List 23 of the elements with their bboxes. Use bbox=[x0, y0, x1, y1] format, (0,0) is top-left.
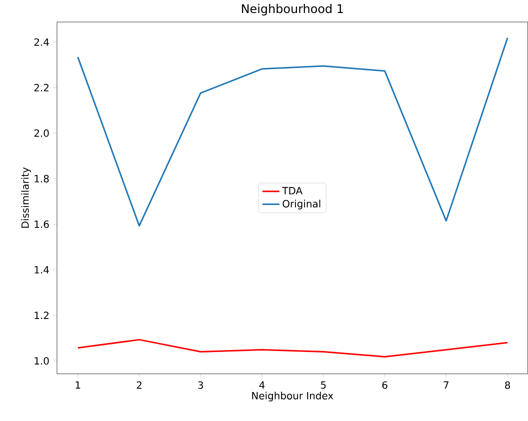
y-tick-label: 1.0 bbox=[34, 357, 49, 365]
y-tick-label: 2.2 bbox=[34, 84, 48, 92]
x-tick-label: 7 bbox=[444, 381, 448, 389]
line-series bbox=[77, 339, 508, 358]
y-axis-title: Dissimilarity bbox=[21, 167, 31, 228]
x-tick-label: 5 bbox=[320, 381, 326, 389]
x-tick-label: 1 bbox=[76, 381, 80, 389]
y-tick-label: 1.4 bbox=[34, 266, 49, 274]
x-tick-label: 8 bbox=[505, 381, 510, 389]
chart-title: Neighbourhood 1 bbox=[242, 4, 343, 16]
y-tick-label: 2.0 bbox=[34, 129, 49, 137]
y-tick-label: 1.6 bbox=[34, 220, 49, 228]
x-tick-label: 4 bbox=[259, 381, 265, 389]
x-tick-label: 2 bbox=[136, 381, 142, 389]
legend-label: TDA bbox=[282, 187, 302, 194]
line-series bbox=[77, 37, 508, 227]
x-axis-title: Neighbour Index bbox=[252, 392, 334, 402]
y-tick-label: 1.2 bbox=[34, 312, 48, 320]
y-tick-label: 1.8 bbox=[34, 174, 49, 183]
x-tick-label: 6 bbox=[382, 381, 388, 389]
y-tick-label: 2.4 bbox=[34, 38, 49, 46]
x-tick-label: 3 bbox=[198, 381, 203, 389]
legend-label: Original bbox=[282, 200, 320, 210]
